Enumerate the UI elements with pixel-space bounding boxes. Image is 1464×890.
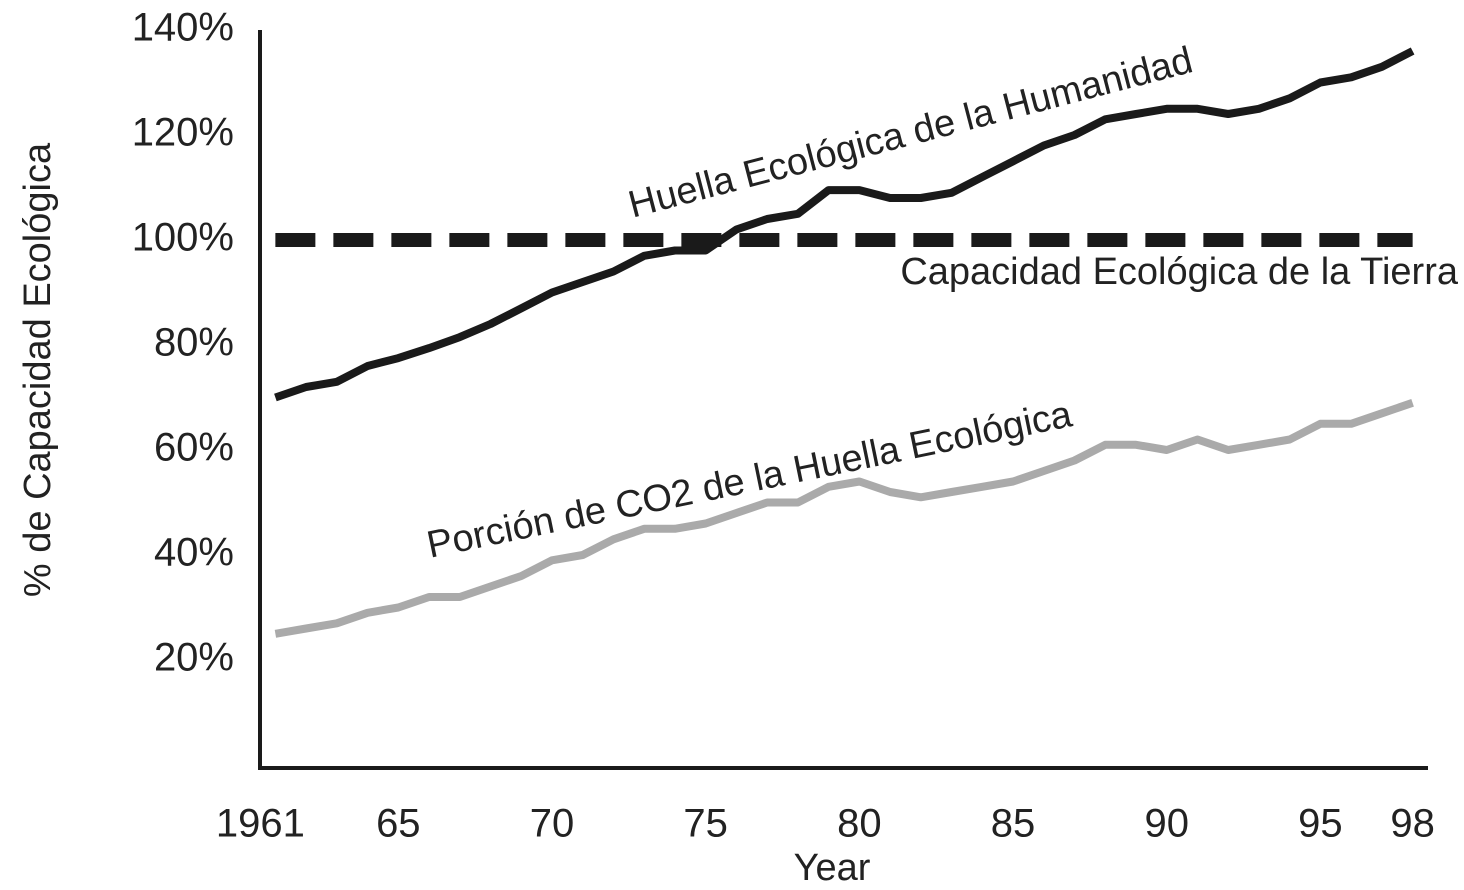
y-tick-label: 100%	[132, 216, 234, 260]
y-tick-label: 60%	[154, 426, 234, 470]
x-tick-label: 75	[683, 802, 728, 846]
y-tick-label: 120%	[132, 111, 234, 155]
x-tick-label: 1961	[216, 802, 305, 846]
reference-label: Capacidad Ecológica de la Tierra	[900, 251, 1459, 293]
x-tick-label: 80	[837, 802, 882, 846]
y-tick-label: 40%	[154, 531, 234, 575]
x-tick-label: 98	[1390, 802, 1435, 846]
y-tick-label: 20%	[154, 636, 234, 680]
x-tick-label: 90	[1144, 802, 1189, 846]
series-label: Porción de CO2 de la Huella Ecológica	[423, 393, 1076, 566]
y-tick-label: 80%	[154, 321, 234, 365]
x-axis-label: Year	[794, 847, 871, 889]
x-tick-label: 65	[376, 802, 421, 846]
x-tick-label: 70	[530, 802, 575, 846]
x-tick-label: 85	[991, 802, 1036, 846]
y-axis-label: % de Capacidad Ecológica	[17, 142, 59, 597]
series-line	[274, 399, 1414, 638]
x-tick-label: 95	[1298, 802, 1343, 846]
series-line	[274, 47, 1415, 402]
y-tick-label: 140%	[132, 6, 234, 50]
